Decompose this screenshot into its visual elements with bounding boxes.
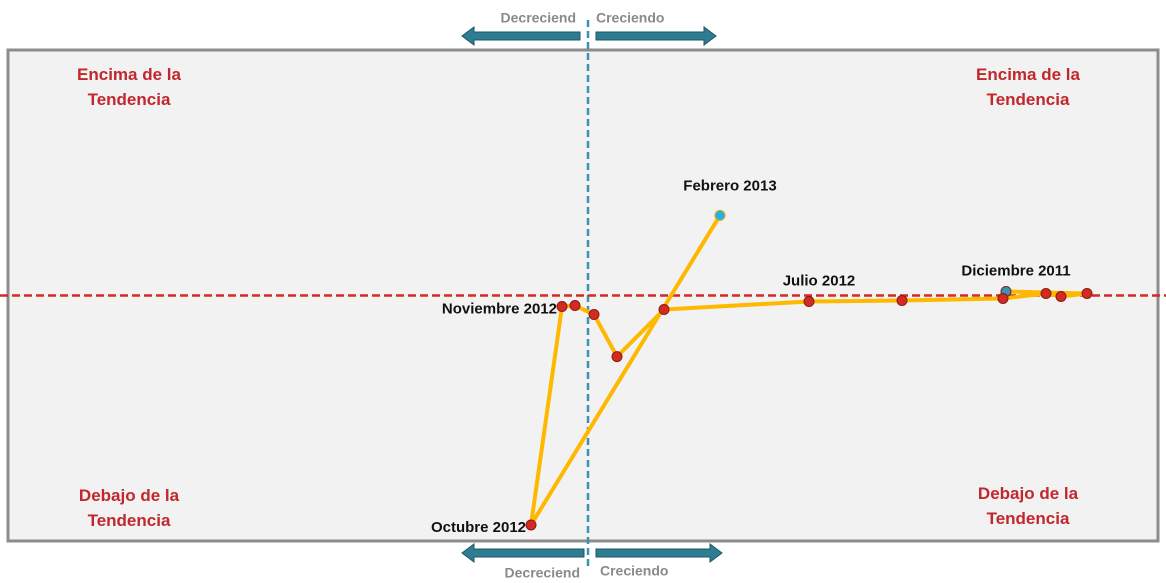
arrow-label: Decreciend	[505, 565, 580, 581]
point-label: Julio 2012	[783, 272, 856, 289]
arrow-label: Creciendo	[600, 563, 668, 579]
arrow-right	[595, 543, 723, 563]
point-label: Noviembre 2012	[442, 300, 557, 317]
data-point	[658, 304, 670, 316]
quadrant-label: Encima de la Tendencia	[77, 65, 181, 109]
data-point	[569, 300, 581, 312]
data-point	[1055, 291, 1067, 303]
quadrant-label: Debajo de la Tendencia	[978, 484, 1079, 528]
arrow-label: Decreciend	[501, 10, 576, 26]
quadrant-label: Encima de la Tendencia	[976, 65, 1080, 109]
point-label: Febrero 2013	[683, 177, 776, 194]
arrow-right	[595, 26, 717, 46]
data-point	[1081, 287, 1093, 299]
arrow-label: Creciendo	[596, 10, 664, 26]
data-point	[588, 309, 600, 321]
data-point	[997, 293, 1009, 305]
quadrant-label: Debajo de la Tendencia	[79, 486, 180, 530]
data-point	[525, 519, 537, 531]
point-label: Octubre 2012	[431, 519, 526, 536]
data-point	[611, 351, 623, 363]
arrow-left	[461, 26, 581, 46]
data-point	[896, 295, 908, 307]
data-point	[803, 296, 815, 308]
data-point	[714, 209, 726, 221]
data-point	[1040, 287, 1052, 299]
arrow-left	[461, 543, 585, 563]
data-point	[556, 301, 568, 313]
point-label: Diciembre 2011	[961, 262, 1070, 279]
arrows	[461, 26, 723, 563]
